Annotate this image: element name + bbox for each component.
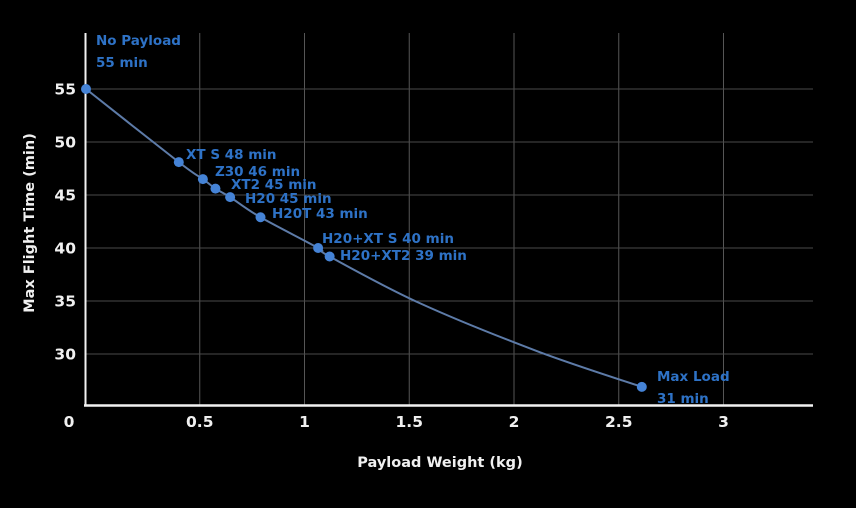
- data-points: [81, 84, 647, 392]
- point-label: No Payload: [96, 33, 181, 49]
- gridlines: [85, 33, 813, 406]
- point-label: 55 min: [96, 55, 148, 71]
- point-label: XT2 45 min: [231, 177, 317, 193]
- y-tick-label: 45: [54, 187, 76, 205]
- x-tick-label: 3: [718, 413, 729, 431]
- point-label: H20T 43 min: [272, 206, 368, 222]
- data-point-xt2: [210, 183, 221, 194]
- flight-time-curve: [85, 88, 643, 388]
- point-label: Z30 46 min: [215, 164, 300, 180]
- point-label: H20+XT2 39 min: [340, 248, 467, 264]
- data-point-no-payload: [81, 84, 91, 94]
- point-label: H20 45 min: [245, 191, 332, 207]
- y-tick-label: 40: [54, 240, 76, 258]
- point-label: Max Load: [657, 369, 730, 385]
- point-label: XT S 48 min: [186, 147, 277, 163]
- data-point-h20-xt-s: [313, 243, 324, 253]
- x-tick-label: 0: [64, 413, 75, 431]
- point-label: H20+XT S 40 min: [322, 231, 454, 247]
- data-point-z30: [197, 174, 208, 185]
- x-tick-label: 0.5: [186, 413, 213, 431]
- x-tick-label: 1: [299, 413, 310, 431]
- x-tick-labels: 0 0.5 1 1.5 2 2.5 3: [64, 413, 729, 431]
- data-point-max-load: [636, 381, 647, 392]
- y-tick-label: 55: [54, 81, 76, 99]
- y-axis-title: Max Flight Time (min): [22, 133, 38, 313]
- data-point-h20-xt2: [324, 251, 335, 262]
- x-tick-label: 2: [509, 413, 520, 431]
- y-tick-label: 35: [54, 293, 76, 311]
- x-tick-label: 1.5: [396, 413, 423, 431]
- y-tick-labels: 55 50 45 40 35 30: [54, 81, 76, 364]
- y-tick-label: 30: [54, 346, 76, 364]
- y-tick-label: 50: [54, 134, 76, 152]
- data-point-h20t: [255, 212, 266, 223]
- axes: [84, 33, 813, 407]
- data-point-h20: [225, 192, 236, 203]
- x-axis-title: Payload Weight (kg): [357, 455, 522, 471]
- x-tick-label: 2.5: [605, 413, 632, 431]
- data-point-xt-s: [173, 157, 184, 168]
- point-label: 31 min: [657, 391, 709, 407]
